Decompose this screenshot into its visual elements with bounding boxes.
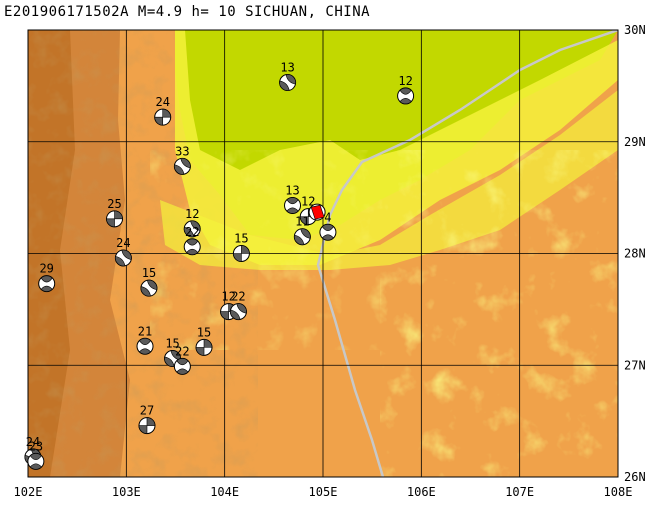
depth-label: 33	[175, 144, 189, 158]
focal-mechanism: 23	[27, 439, 45, 470]
depth-label: 12	[185, 207, 199, 221]
depth-label: 12	[221, 290, 235, 304]
beachball-compression	[279, 74, 296, 91]
depth-label: 15	[234, 232, 248, 246]
beachball-compression	[106, 210, 123, 228]
depth-label: 24	[155, 95, 169, 109]
focal-mechanism: 15	[195, 325, 213, 356]
latitude-label: 26N	[624, 470, 646, 484]
depth-label: 21	[138, 324, 152, 338]
depth-label: 24	[26, 435, 40, 449]
longitude-label: 103E	[112, 485, 141, 499]
depth-label: 4	[324, 210, 331, 224]
beachball-compression	[286, 197, 299, 214]
depth-label: 12	[398, 74, 412, 88]
focal-mechanism: 13	[284, 183, 302, 214]
beachball-compression	[154, 108, 172, 126]
focal-mechanism: 13	[279, 61, 297, 92]
focal-mechanism: 4	[319, 210, 337, 241]
depth-label: 24	[116, 236, 130, 250]
main-event	[308, 203, 326, 221]
focal-mechanism: 11	[293, 215, 311, 246]
depth-label: 12	[301, 195, 315, 209]
focal-mechanism: 15	[232, 232, 250, 262]
beachball-compression	[176, 358, 189, 375]
depth-label: 27	[140, 404, 154, 418]
focal-mechanism: 27	[138, 404, 156, 435]
longitude-label: 102E	[14, 485, 43, 499]
longitude-label: 108E	[604, 485, 633, 499]
latitude-labels: 30N 29N 28N 27N 26N	[624, 23, 646, 484]
depth-label: 22	[175, 344, 189, 358]
depth-label: 23	[29, 439, 43, 453]
beachball-compression	[138, 417, 156, 434]
depth-label: 15	[142, 266, 156, 280]
focal-mechanism: 12	[397, 74, 415, 105]
beachball-compression	[294, 228, 311, 246]
focal-mechanism: 22	[173, 344, 191, 375]
beachball-compression	[40, 275, 53, 292]
longitude-label: 104E	[210, 485, 239, 499]
depth-label: 13	[285, 183, 299, 197]
focal-mechanism: 12	[183, 207, 201, 238]
depth-label: 25	[107, 197, 121, 211]
map-frame	[27, 29, 619, 478]
beachball-compression	[321, 224, 334, 241]
depth-label: 15	[197, 325, 211, 339]
focal-mechanism: 25	[106, 197, 124, 228]
focal-mechanism: 22	[183, 225, 201, 256]
beachball-compression	[174, 158, 191, 175]
focal-mechanism: 24	[114, 236, 132, 267]
depth-label: 22	[185, 225, 199, 239]
beachball-compression	[230, 303, 247, 320]
focal-mechanism: 24	[154, 95, 172, 126]
depth-label: 11	[295, 215, 309, 229]
focal-mechanism: 33	[173, 144, 191, 175]
depth-label: 13	[280, 61, 294, 75]
beachball-compression	[183, 220, 201, 238]
main-event-compression	[310, 204, 325, 220]
latitude-label: 30N	[624, 23, 646, 37]
beachball-compression	[195, 339, 213, 356]
map-title: E201906171502A M=4.9 h= 10 SICHUAN, CHIN…	[4, 4, 371, 20]
latitude-label: 27N	[624, 358, 646, 372]
focal-mechanism: 15	[140, 266, 158, 297]
beachball-compression	[29, 453, 42, 470]
longitude-labels: 102E 103E 104E 105E 106E 107E 108E	[14, 485, 633, 499]
focal-mechanism: 21	[136, 324, 154, 355]
latitude-label: 28N	[624, 247, 646, 261]
depth-label: 22	[231, 290, 245, 304]
depth-label: 29	[39, 262, 53, 276]
latitude-label: 29N	[624, 135, 646, 149]
beachball-compression	[139, 338, 152, 355]
beachball-compression	[186, 238, 199, 255]
beachball-compression	[233, 245, 250, 262]
focal-mechanism: 22	[229, 290, 247, 321]
eastern-lowlands	[380, 150, 618, 477]
beachball-compression	[115, 249, 132, 267]
longitude-label: 106E	[407, 485, 436, 499]
longitude-label: 107E	[505, 485, 534, 499]
beachball-compression	[140, 279, 158, 297]
focal-mechanism: 29	[38, 262, 56, 293]
beachball-compression	[399, 87, 412, 105]
depth-label: 15	[165, 337, 179, 351]
longitude-label: 105E	[309, 485, 338, 499]
